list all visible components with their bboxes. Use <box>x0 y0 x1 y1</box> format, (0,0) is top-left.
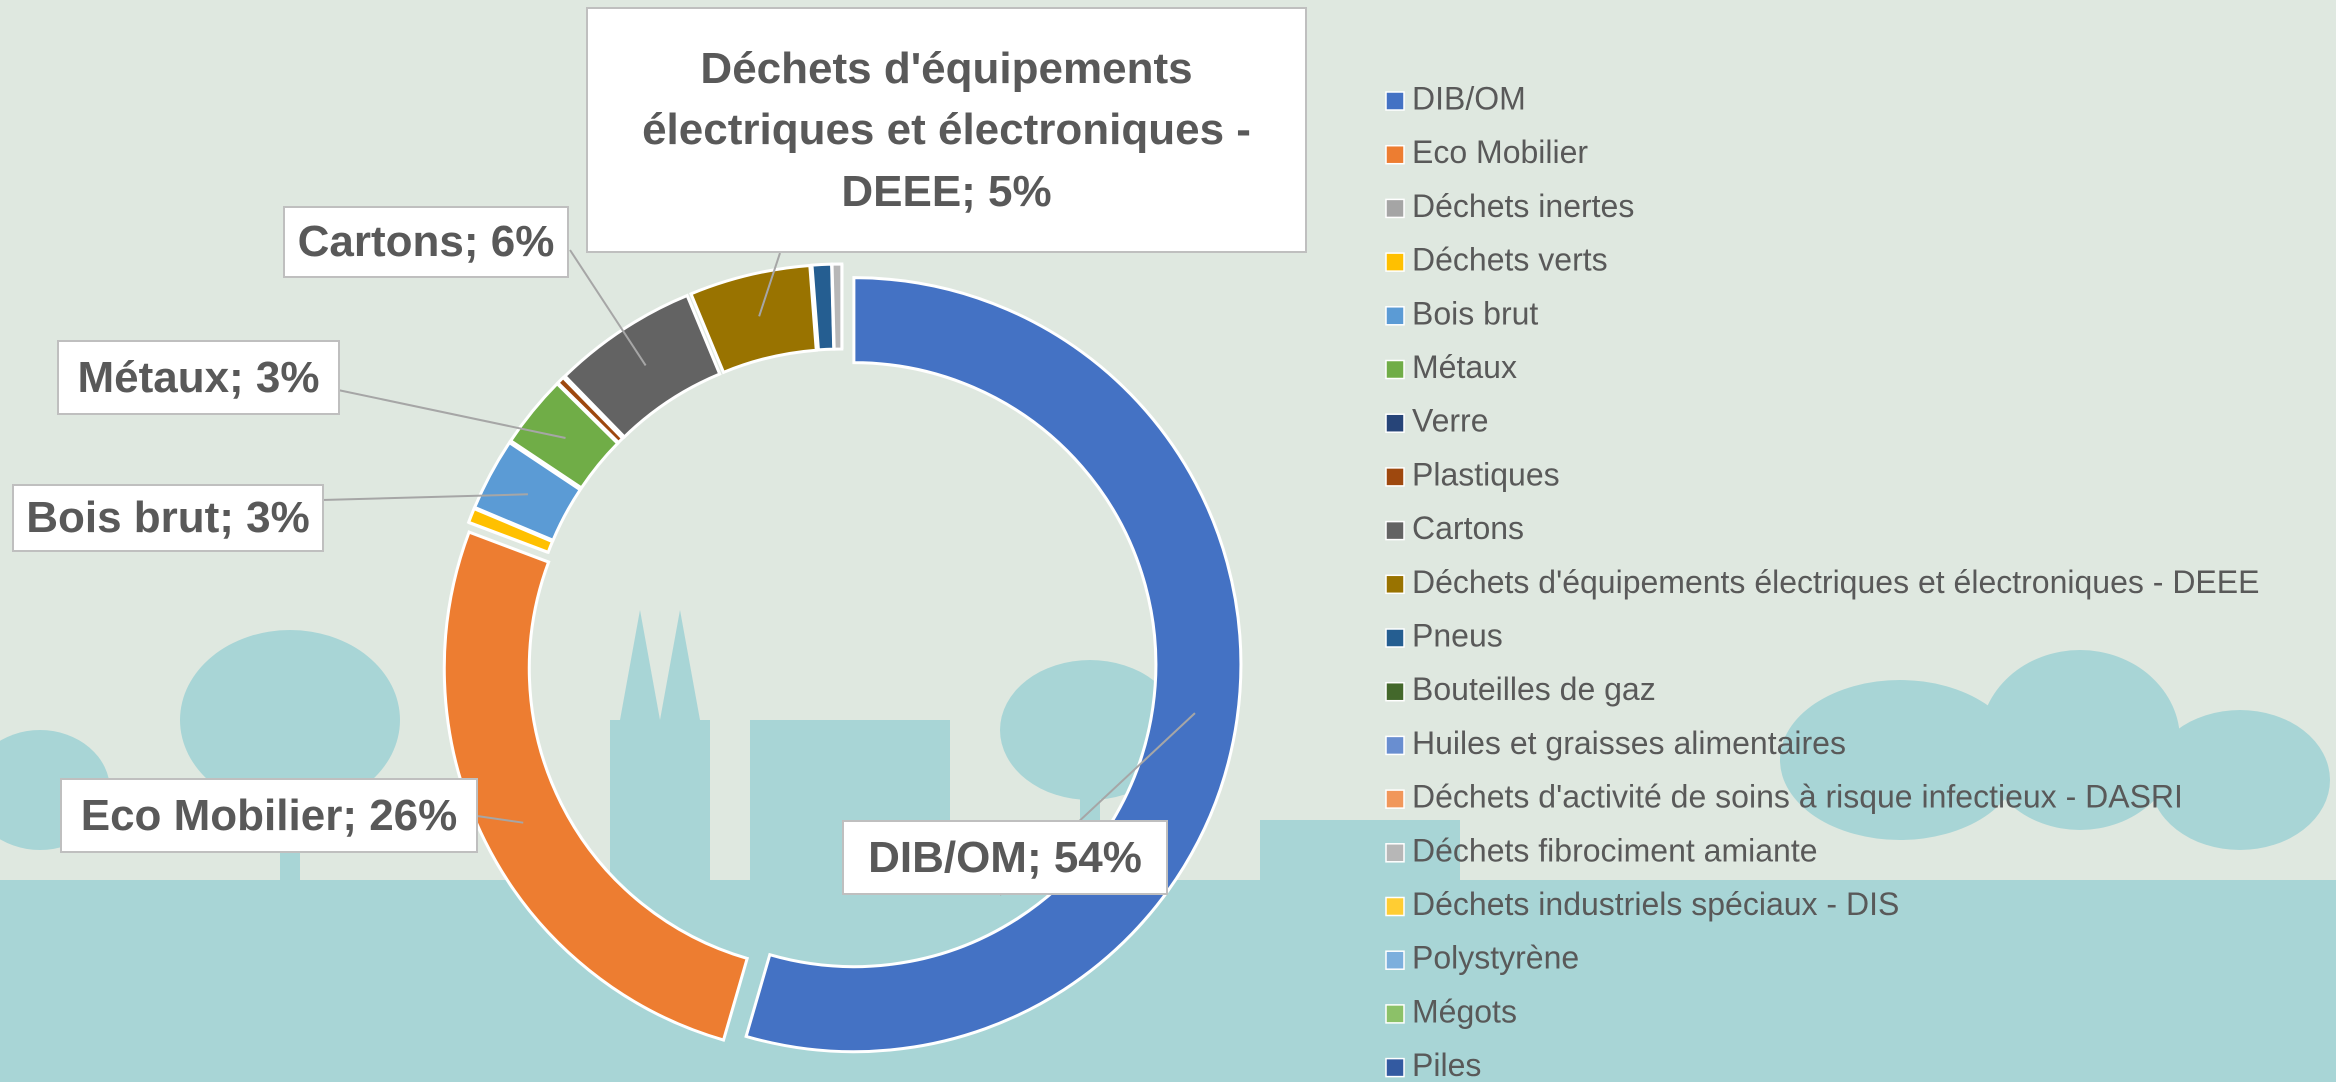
data-label: Déchets d'équipements électriques et éle… <box>586 7 1307 253</box>
data-label: Cartons; 6% <box>283 206 569 278</box>
legend-label: Métaux <box>1412 349 1517 385</box>
legend-swatch <box>1386 522 1404 540</box>
legend-label: Eco Mobilier <box>1412 134 1588 170</box>
legend-label: Déchets fibrociment amiante <box>1412 832 1818 868</box>
legend-swatch <box>1386 629 1404 647</box>
legend-label: Piles <box>1412 1047 1481 1082</box>
legend-label: Déchets d'équipements électriques et éle… <box>1412 564 2259 600</box>
legend-label: Verre <box>1412 403 1488 439</box>
legend-swatch <box>1386 361 1404 379</box>
data-label: Métaux; 3% <box>57 340 340 415</box>
legend-label: Plastiques <box>1412 456 1560 492</box>
legend-swatch <box>1386 575 1404 593</box>
legend-swatch <box>1386 790 1404 808</box>
legend-swatch <box>1386 253 1404 271</box>
data-label: Bois brut; 3% <box>12 484 324 552</box>
legend-label: Déchets verts <box>1412 242 1608 278</box>
legend-label: Déchets industriels spéciaux - DIS <box>1412 886 1899 922</box>
donut-slice <box>832 264 842 349</box>
legend-label: Bois brut <box>1412 295 1538 331</box>
legend-swatch <box>1386 898 1404 916</box>
legend-swatch <box>1386 683 1404 701</box>
legend-swatch <box>1386 1059 1404 1077</box>
legend-swatch <box>1386 414 1404 432</box>
legend-swatch <box>1386 736 1404 754</box>
legend-swatch <box>1386 307 1404 325</box>
legend-swatch <box>1386 844 1404 862</box>
legend-label: Déchets d'activité de soins à risque inf… <box>1412 779 2183 815</box>
legend-swatch <box>1386 951 1404 969</box>
legend-label: Pneus <box>1412 617 1503 653</box>
data-label: Eco Mobilier; 26% <box>60 778 478 853</box>
legend-label: DIB/OM <box>1412 80 1526 116</box>
legend-label: Mégots <box>1412 993 1517 1029</box>
legend-label: Déchets inertes <box>1412 188 1634 224</box>
legend-swatch <box>1386 92 1404 110</box>
legend-swatch <box>1386 468 1404 486</box>
page: DIB/OM Eco Mobilier Déchets inertes Déchets… <box>0 0 2336 1082</box>
legend-swatch <box>1386 199 1404 217</box>
legend-swatch <box>1386 146 1404 164</box>
legend-label: Cartons <box>1412 510 1524 546</box>
legend-swatch <box>1386 1005 1404 1023</box>
legend-label: Bouteilles de gaz <box>1412 671 1656 707</box>
data-label: DIB/OM; 54% <box>842 820 1168 895</box>
legend-label: Polystyrène <box>1412 940 1579 976</box>
legend-label: Huiles et graisses alimentaires <box>1412 725 1846 761</box>
